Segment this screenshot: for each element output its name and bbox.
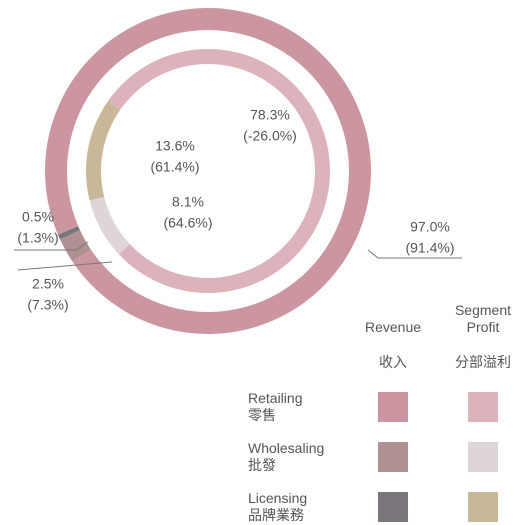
comparison-label: (7.3%) [27,297,68,313]
donut-slice [57,226,81,240]
donut-slice [86,101,121,201]
donut-slice [89,196,130,255]
legend-swatch [468,492,498,522]
legend-swatch [378,492,408,522]
data-label: 13.6% [155,138,195,154]
legend-header: Revenue [364,319,422,335]
legend-label-zh: 批發 [248,457,276,473]
donut-slice [60,230,91,262]
legend-header: Segment Profit [454,302,512,335]
data-label: 78.3% [250,107,290,123]
legend-label-zh: 品牌業務 [248,507,304,523]
legend-swatch [378,442,408,472]
legend-label: Licensing [248,490,308,506]
comparison-label: (61.4%) [150,159,199,175]
legend-swatch [468,392,498,422]
comparison-label: (1.3%) [17,230,58,246]
comparison-label: (91.4%) [405,240,454,256]
data-label: 0.5% [22,209,54,225]
legend-label: Retailing [248,390,303,406]
legend-label: Wholesaling [248,440,325,456]
leader-line [17,261,113,271]
legend-header-zh: 分部溢利 [455,354,511,370]
data-label: 2.5% [32,276,64,292]
legend-label-zh: 零售 [248,407,276,423]
leader-line [367,249,462,259]
data-label: 97.0% [410,219,450,235]
comparison-label: (64.6%) [163,215,212,231]
leader-line [14,241,89,251]
legend-swatch [378,392,408,422]
donut-slice [108,48,331,293]
data-label: 8.1% [172,194,204,210]
legend-header-zh: 收入 [379,354,407,370]
legend-swatch [468,442,498,472]
comparison-label: (-26.0%) [243,128,297,144]
